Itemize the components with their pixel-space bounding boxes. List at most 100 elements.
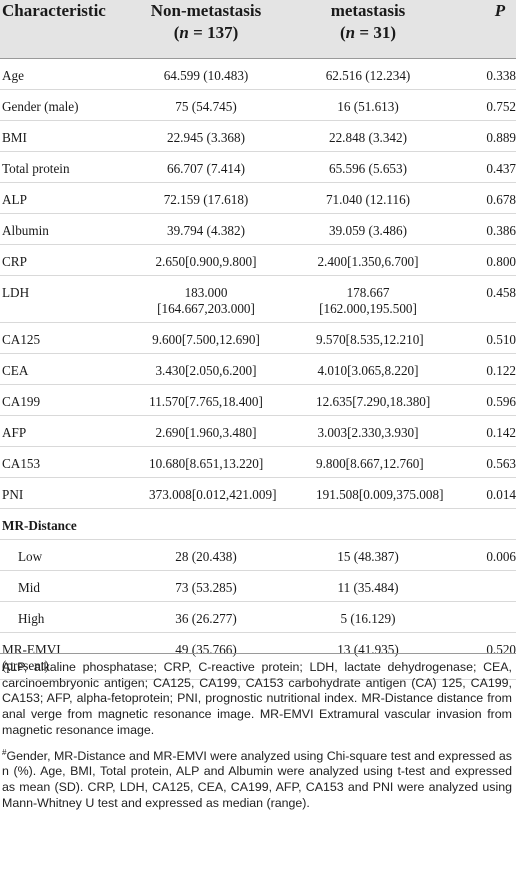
table-header: Characteristic Non-metastasis (n = 137) …	[0, 0, 516, 59]
row-non-metastasis-value: 72.159 (17.618)	[163, 192, 249, 207]
header-non-metastasis: Non-metastasis (n = 137)	[148, 0, 264, 44]
table-row: CA153 10.680[8.651,13.220] 9.800[8.667,12.…	[0, 447, 516, 478]
row-metastasis-value: 9.570[8.535,12.210]	[316, 332, 424, 347]
header-metastasis-n: (n = 31)	[340, 23, 396, 42]
row-p-value: 0.520	[486, 642, 516, 657]
row-characteristic: CA199	[2, 394, 41, 409]
table-container: Characteristic Non-metastasis (n = 137) …	[0, 0, 516, 810]
row-p-value: 0.800	[486, 254, 516, 269]
table-row: Total protein 66.707 (7.414) 65.596 (5.653…	[0, 152, 516, 183]
row-metastasis-value: 62.516 (12.234)	[325, 68, 411, 83]
table-row: AFP 2.690[1.960,3.480] 3.003[2.330,3.930] 0…	[0, 416, 516, 447]
row-characteristic: ALP	[2, 192, 27, 207]
header-characteristic: Characteristic	[2, 1, 106, 20]
row-non-metastasis-value: 11.570[7.765,18.400]	[149, 394, 263, 409]
row-p-value: 0.678	[486, 192, 516, 207]
row-non-metastasis-value: 36 (26.277)	[175, 611, 237, 626]
row-non-metastasis-value: 9.600[7.500,12.690]	[152, 332, 260, 347]
footnote-marker: #	[2, 747, 7, 757]
row-non-metastasis-value: 2.690[1.960,3.480]	[155, 425, 257, 440]
row-characteristic: High	[18, 611, 45, 626]
header-metastasis: metastasis (n = 31)	[316, 0, 420, 44]
row-characteristic: Mid	[18, 580, 40, 595]
row-metastasis-value: 15 (48.387)	[337, 549, 399, 564]
row-characteristic: CA125	[2, 332, 41, 347]
row-p-value: 0.006	[486, 549, 516, 564]
row-non-metastasis-value: 22.945 (3.368)	[166, 130, 246, 145]
footnote-divider	[0, 653, 516, 654]
row-metastasis-value: 11 (35.484)	[337, 580, 399, 595]
row-metastasis-value: 39.059 (3.486)	[328, 223, 408, 238]
table-row: High 36 (26.277) 5 (16.129)	[0, 602, 516, 633]
row-characteristic: CEA	[2, 363, 29, 378]
row-characteristic: CA153	[2, 456, 41, 471]
row-metastasis-value: 13 (41.935)	[337, 642, 399, 657]
header-metastasis-label: metastasis	[330, 1, 406, 20]
row-non-metastasis-range: [164.667,203.000]	[157, 301, 255, 316]
row-non-metastasis-value: 3.430[2.050,6.200]	[155, 363, 257, 378]
row-characteristic: PNI	[2, 487, 24, 502]
row-metastasis-value: 5 (16.129)	[340, 611, 396, 626]
row-metastasis-value: 4.010[3.065,8.220]	[317, 363, 419, 378]
table-row: Low 28 (20.438) 15 (48.387) 0.006	[0, 540, 516, 571]
header-p-value: P	[486, 0, 514, 22]
row-p-value: 0.596	[486, 394, 516, 409]
row-metastasis-value: 12.635[7.290,18.380]	[316, 394, 431, 409]
row-p-value: 0.014	[486, 487, 516, 502]
table-footnote: ALP, alkaline phosphatase; CRP, C-reacti…	[0, 660, 512, 811]
table-row: MR-Distance	[0, 509, 516, 540]
row-non-metastasis-value: 66.707 (7.414)	[166, 161, 246, 176]
table-row: LDH 183.000 [164.667,203.000] 178.667 [162.0…	[0, 276, 516, 323]
row-characteristic: CRP	[2, 254, 27, 269]
row-p-value: 0.386	[486, 223, 516, 238]
row-metastasis-value: 65.596 (5.653)	[328, 161, 408, 176]
row-metastasis-value: 9.800[8.667,12.760]	[316, 456, 424, 471]
row-metastasis-value: 2.400[1.350,6.700]	[317, 254, 419, 269]
row-non-metastasis-value: 75 (54.745)	[175, 99, 237, 114]
row-characteristic: Age	[2, 68, 24, 83]
row-metastasis-value: 178.667	[346, 285, 390, 300]
row-p-value: 0.458	[486, 285, 516, 300]
table-row: CA199 11.570[7.765,18.400] 12.635[7.290,18…	[0, 385, 516, 416]
row-characteristic: AFP	[2, 425, 27, 440]
row-characteristic: Albumin	[2, 223, 49, 238]
row-non-metastasis-value: 10.680[8.651,13.220]	[149, 456, 264, 471]
row-non-metastasis-value: 183.000	[184, 285, 228, 300]
row-non-metastasis-value: 49 (35.766)	[175, 642, 237, 657]
row-non-metastasis-value: 39.794 (4.382)	[166, 223, 246, 238]
row-characteristic: MR-Distance	[2, 518, 77, 533]
row-non-metastasis-value: 28 (20.438)	[175, 549, 237, 564]
row-characteristic: Gender (male)	[2, 99, 79, 114]
table-row: BMI 22.945 (3.368) 22.848 (3.342) 0.889	[0, 121, 516, 152]
row-p-value: 0.510	[486, 332, 516, 347]
row-p-value: 0.563	[486, 456, 516, 471]
table-row: PNI 373.008[0.012,421.009] 191.508[0.009,3…	[0, 478, 516, 509]
footnote-methods: #Gender, MR-Distance and MR-EMVI were an…	[2, 745, 512, 812]
table-row: Age 64.599 (10.483) 62.516 (12.234) 0.338	[0, 59, 516, 90]
row-p-value: 0.752	[486, 99, 516, 114]
row-metastasis-range: [162.000,195.500]	[319, 301, 417, 316]
row-metastasis-value: 22.848 (3.342)	[328, 130, 408, 145]
footnote-abbreviations: ALP, alkaline phosphatase; CRP, C-reacti…	[2, 660, 512, 737]
row-characteristic: LDH	[2, 285, 30, 300]
table-row: Albumin 39.794 (4.382) 39.059 (3.486) 0.386	[0, 214, 516, 245]
row-p-value: 0.338	[486, 68, 516, 83]
row-non-metastasis-value: 373.008[0.012,421.009]	[149, 487, 277, 502]
header-non-metastasis-label: Non-metastasis	[150, 1, 262, 20]
table-row: CRP 2.650[0.900,9.800] 2.400[1.350,6.700] 0…	[0, 245, 516, 276]
row-characteristic: BMI	[2, 130, 27, 145]
table-body: Age 64.599 (10.483) 62.516 (12.234) 0.338 Ge…	[0, 59, 516, 680]
row-p-value: 0.122	[486, 363, 516, 378]
table-row: CA125 9.600[7.500,12.690] 9.570[8.535,12.2…	[0, 323, 516, 354]
table-row: Mid 73 (53.285) 11 (35.484)	[0, 571, 516, 602]
row-characteristic: Total protein	[2, 161, 70, 176]
row-p-value: 0.142	[486, 425, 516, 440]
row-non-metastasis-value: 73 (53.285)	[175, 580, 237, 595]
row-non-metastasis-value: 64.599 (10.483)	[163, 68, 249, 83]
row-characteristic: Low	[18, 549, 43, 564]
table-row: CEA 3.430[2.050,6.200] 4.010[3.065,8.220] 0…	[0, 354, 516, 385]
row-characteristic: MR-EMVI	[2, 642, 61, 657]
footnote-methods-text: Gender, MR-Distance and MR-EMVI were ana…	[2, 748, 512, 810]
row-non-metastasis-value: 2.650[0.900,9.800]	[155, 254, 257, 269]
table-row: Gender (male) 75 (54.745) 16 (51.613) 0.752	[0, 90, 516, 121]
